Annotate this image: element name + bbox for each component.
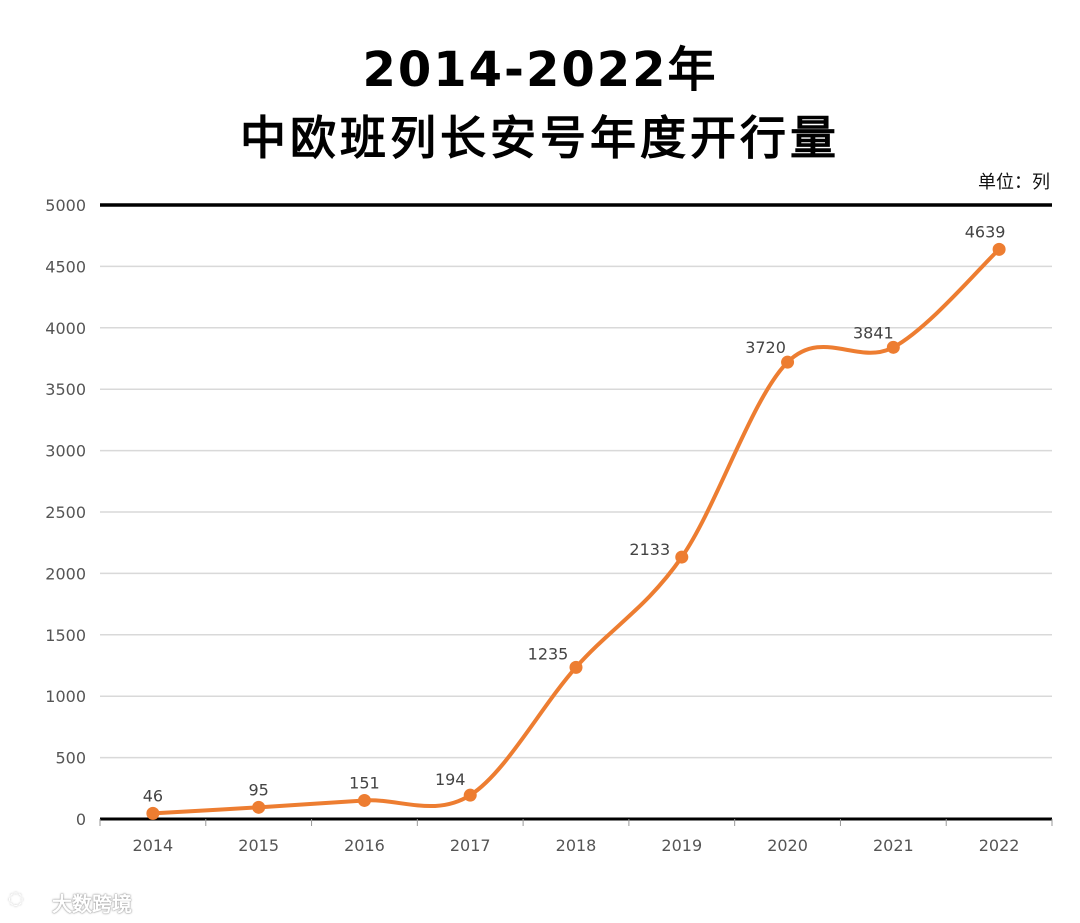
series-line [150, 247, 1002, 816]
x-tick-labels: 2014 2015 2016 2017 2018 2019 2020 2021 2022 [133, 836, 1020, 855]
x-tick-label: 2019 [661, 836, 702, 855]
data-point-2022 [992, 242, 1006, 256]
data-point-2020 [781, 355, 795, 369]
y-tick-label: 4000 [45, 319, 86, 338]
y-tick-label: 2000 [45, 564, 86, 583]
axes [99, 203, 1053, 826]
x-tick-label: 2015 [238, 836, 279, 855]
data-label-2015: 95 [248, 780, 268, 799]
x-tick-label: 2016 [344, 836, 385, 855]
data-label-2022: 4639 [965, 222, 1006, 241]
series-layer [146, 242, 1006, 820]
chart-title-line-2: 中欧班列长安号年度开行量 [240, 111, 840, 165]
y-tick-label: 2500 [45, 503, 86, 522]
data-label-2014: 46 [143, 786, 163, 805]
y-tick-label: 500 [55, 749, 86, 768]
data-point-2015 [252, 800, 266, 814]
y-tick-label: 5000 [45, 196, 86, 215]
x-tick-label: 2017 [450, 836, 491, 855]
data-point-2017 [463, 788, 477, 802]
x-tick-label: 2021 [873, 836, 914, 855]
x-tick-label: 2018 [556, 836, 597, 855]
y-tick-label: 3000 [45, 442, 86, 461]
x-tick-label: 2022 [979, 836, 1020, 855]
y-tick-label: 1500 [45, 626, 86, 645]
data-point-2021 [886, 340, 900, 354]
data-label-2017: 194 [435, 770, 466, 789]
chart-title-line-1: 2014-2022年 [362, 42, 718, 98]
gridlines [100, 265, 1052, 759]
x-tick-label: 2014 [133, 836, 174, 855]
unit-label: 单位：列 [978, 172, 1050, 193]
y-tick-labels: 0 500 1000 1500 2000 2500 3000 3500 4000 4500 5000 [45, 196, 86, 829]
y-tick-label: 3500 [45, 380, 86, 399]
data-label-2020: 3720 [745, 338, 786, 357]
y-tick-label: 1000 [45, 687, 86, 706]
data-label-2019: 2133 [629, 540, 670, 559]
data-point-2018 [569, 660, 583, 674]
data-point-2014 [146, 806, 160, 820]
data-label-2021: 3841 [853, 323, 894, 342]
watermark-text: 大数跨境 [52, 892, 132, 916]
data-labels: 46 95 151 194 1235 2133 3720 3841 4639 [143, 222, 1006, 805]
data-label-2018: 1235 [528, 644, 569, 663]
data-label-2016: 151 [349, 773, 380, 792]
data-point-2019 [675, 550, 689, 564]
y-tick-label: 0 [76, 810, 86, 829]
y-tick-label: 4500 [45, 257, 86, 276]
watermark-logo-icon: ◌ [8, 888, 24, 909]
data-point-2016 [357, 793, 371, 807]
x-tick-label: 2020 [767, 836, 808, 855]
